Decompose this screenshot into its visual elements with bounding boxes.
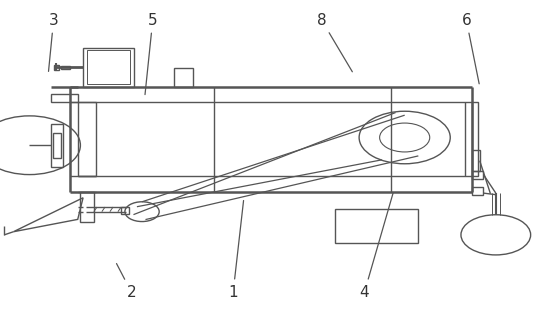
Bar: [472, 102, 478, 176]
Bar: [472, 150, 480, 171]
Text: 2: 2: [116, 264, 136, 299]
Bar: [61, 66, 70, 69]
Bar: [78, 102, 96, 176]
Bar: [51, 94, 78, 102]
Text: 4: 4: [360, 193, 393, 299]
Bar: [121, 207, 129, 214]
Bar: [83, 48, 134, 87]
Bar: [80, 192, 94, 222]
Text: 8: 8: [317, 13, 352, 72]
Text: 5: 5: [145, 13, 158, 95]
Bar: [472, 171, 483, 179]
Bar: [51, 124, 63, 167]
Bar: [53, 133, 61, 158]
Text: 1: 1: [228, 201, 243, 299]
Bar: [174, 68, 193, 87]
Text: 3: 3: [49, 13, 58, 71]
Bar: [54, 65, 59, 70]
Bar: [472, 187, 483, 195]
Bar: [335, 209, 418, 243]
Text: 6: 6: [461, 13, 479, 84]
Bar: [87, 50, 130, 84]
